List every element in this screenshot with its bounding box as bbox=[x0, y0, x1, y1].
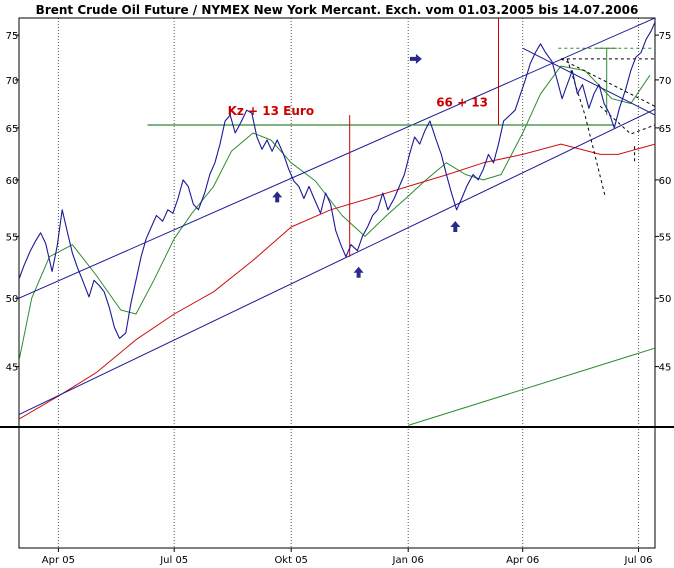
y-tick-label-right: 70 bbox=[659, 76, 672, 87]
y-tick-label-right: 65 bbox=[659, 124, 672, 135]
x-tick-label: Jan 06 bbox=[392, 555, 424, 566]
x-tick-label: Apr 06 bbox=[506, 555, 539, 566]
annotations: Kz + 13 Euro 66 + 13 bbox=[228, 53, 488, 278]
arrow-up-icon bbox=[272, 191, 283, 203]
annotation-label: 66 + 13 bbox=[436, 95, 488, 109]
y-tick-label-left: 45 bbox=[6, 363, 19, 374]
y-tick-label-right: 55 bbox=[659, 232, 672, 243]
x-tick-label: Jul 05 bbox=[159, 555, 188, 566]
y-tick-label-left: 65 bbox=[6, 124, 19, 135]
y-tick-label-right: 60 bbox=[659, 176, 672, 187]
y-tick-label-right: 50 bbox=[659, 294, 672, 305]
x-tick-label: Okt 05 bbox=[274, 555, 308, 566]
channel-line bbox=[522, 47, 655, 116]
dashed-line bbox=[566, 58, 606, 198]
arrow-up-icon bbox=[450, 221, 461, 232]
y-tick-label-left: 60 bbox=[6, 176, 19, 187]
annotation-label: Kz + 13 Euro bbox=[228, 104, 314, 118]
y-tick-label-left: 70 bbox=[6, 76, 19, 87]
x-tick-label: Apr 05 bbox=[42, 555, 75, 566]
series-line-ma_short bbox=[19, 65, 651, 361]
arrow-up-icon bbox=[353, 266, 364, 278]
arrow-right-icon bbox=[409, 53, 422, 64]
plot-border bbox=[18, 17, 656, 549]
y-tick-label-left: 75 bbox=[6, 31, 19, 42]
grid bbox=[57, 18, 639, 548]
y-tick-label-right: 75 bbox=[659, 31, 672, 42]
series-line-ma_very_long bbox=[408, 347, 655, 426]
channel-line bbox=[19, 108, 655, 415]
chart-title: Brent Crude Oil Future / NYMEX New York … bbox=[36, 3, 639, 17]
x-tick-label: Jul 06 bbox=[624, 555, 653, 566]
plot-frame bbox=[0, 17, 674, 549]
y-tick-label-right: 45 bbox=[659, 363, 672, 374]
y-tick-label-left: 50 bbox=[6, 294, 19, 305]
channel-line bbox=[19, 18, 655, 299]
axis-ticks: 45 45 50 50 55 55 60 60 65 65 70 70 75 75 Apr 05 Jul 05… bbox=[6, 31, 672, 566]
lines bbox=[19, 18, 655, 426]
y-tick-label-left: 55 bbox=[6, 232, 19, 243]
series-line-price bbox=[19, 21, 655, 339]
